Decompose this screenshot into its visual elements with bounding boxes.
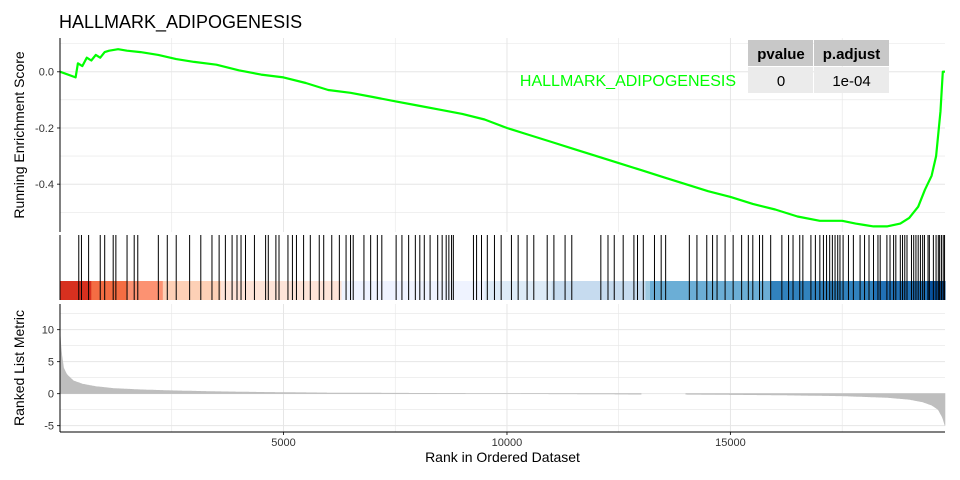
heatmap-segment <box>341 281 486 300</box>
table-header-padjust: p.adjust <box>823 46 881 63</box>
running-score-y-ticks: 0.0 -0.2 -0.4 <box>35 67 60 191</box>
table-value-pvalue: 0 <box>777 73 785 90</box>
ranked-metric-x-ticks: 5000 10000 15000 <box>271 432 746 449</box>
table-header-cell-padjust <box>814 40 889 66</box>
ranked-metric-y-label: Ranked List Metric <box>11 310 27 426</box>
table-header-cell-pvalue <box>748 40 813 66</box>
y-tick-label: -5 <box>44 421 54 433</box>
hit-marks <box>78 235 946 300</box>
table-value-cell-padjust <box>814 67 889 93</box>
ranked-metric-grid <box>60 304 945 432</box>
y-tick-label: 0.0 <box>39 67 54 79</box>
x-tick-label: 5000 <box>271 437 295 449</box>
running-score-curve <box>59 48 945 228</box>
heatmap-segment <box>127 281 164 300</box>
running-score-panel: 0.0 -0.2 -0.4 Running Enrichment Score HAL… <box>11 38 945 232</box>
y-tick-label: -0.4 <box>35 179 54 191</box>
table-header-pvalue: pvalue <box>757 46 805 63</box>
heatmap-segment <box>770 281 874 300</box>
heatmap-segment <box>650 281 772 300</box>
stats-table: pvalue p.adjust 0 1e-04 <box>748 40 889 93</box>
ranked-metric-y-ticks: 10 5 0 -5 <box>42 325 60 433</box>
table-value-cell-pvalue <box>748 67 813 93</box>
ranked-metric-panel: 10 5 0 -5 5000 10000 15000 Ranked List Metric… <box>11 304 946 465</box>
heatmap-segment <box>220 281 343 300</box>
heatmap-segment <box>162 281 222 300</box>
table-value-padjust: 1e-04 <box>832 73 870 90</box>
y-tick-label: -0.2 <box>35 123 54 135</box>
running-score-grid <box>60 38 945 232</box>
heatmap-segment <box>60 281 92 300</box>
hits-panel <box>59 235 946 300</box>
chart-title: HALLMARK_ADIPOGENESIS <box>59 12 302 33</box>
x-tick-label: 10000 <box>492 437 523 449</box>
x-axis-label: Rank in Ordered Dataset <box>425 449 580 465</box>
y-tick-label: 0 <box>48 389 54 401</box>
y-tick-label: 5 <box>48 357 54 369</box>
x-tick-label: 15000 <box>715 437 746 449</box>
gene-set-label: HALLMARK_ADIPOGENESIS <box>520 73 736 90</box>
heatmap-segment <box>645 281 651 300</box>
ranked-metric-bars <box>59 332 946 426</box>
heatmap-segment <box>551 281 647 300</box>
rank-heatmap-strip <box>60 281 946 300</box>
y-tick-label: 10 <box>42 325 54 337</box>
heatmap-segment <box>91 281 128 300</box>
running-score-y-label: Running Enrichment Score <box>11 51 27 219</box>
